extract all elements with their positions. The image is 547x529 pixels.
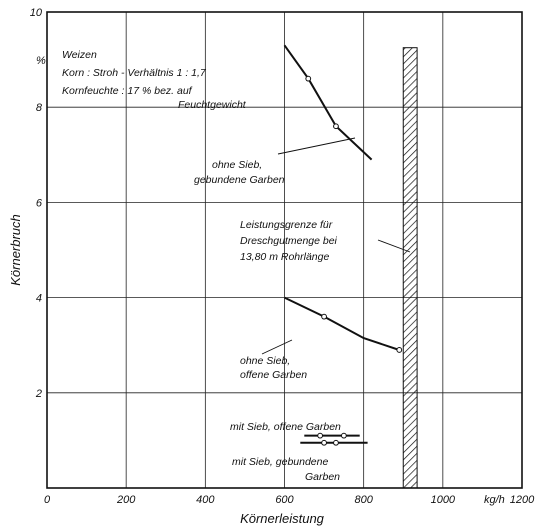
series-label-group: mit Sieb, gebundene Garben: [232, 456, 340, 483]
plot-frame: [46, 11, 523, 489]
y-tick-label: 4: [36, 293, 42, 305]
series-line: [283, 44, 373, 161]
series-label: ohne Sieb,: [240, 355, 290, 367]
data-point: [305, 75, 312, 82]
y-unit: %: [36, 55, 46, 67]
x-tick-label: 0: [44, 494, 51, 506]
data-point: [333, 439, 339, 446]
data-point: [321, 439, 327, 446]
x-tick-label: 800: [354, 494, 373, 506]
data-point: [317, 432, 324, 439]
info-line: Feuchtgewicht: [178, 99, 247, 111]
info-line: Weizen: [62, 49, 97, 61]
y-tick-label: 8: [36, 102, 43, 114]
y-tick-labels: 2 4 6 8 10: [30, 7, 43, 400]
series-label-group: ohne Sieb, gebundene Garben: [194, 137, 356, 186]
series-line: [284, 296, 400, 351]
limit-label: Dreschgutmenge bei: [240, 235, 338, 247]
limit-annotation: Leistungsgrenze für Dreschgutmenge bei 1…: [240, 219, 411, 263]
series-label: mit Sieb, gebundene: [232, 456, 328, 468]
x-tick-label: 1200: [510, 494, 535, 506]
x-tick-label: 200: [116, 494, 136, 506]
limit-label: Leistungsgrenze für: [240, 219, 333, 231]
series-label-group: ohne Sieb, offene Garben: [240, 339, 307, 381]
info-line: Kornfeuchte : 17 % bez. auf: [62, 85, 193, 97]
x-tick-label: 1000: [431, 494, 456, 506]
info-line: Korn : Stroh - Verhältnis 1 : 1,7: [62, 67, 207, 79]
series-label: offene Garben: [240, 369, 307, 381]
y-tick-label: 10: [30, 7, 43, 19]
x-tick-labels: 0 200 400 600 800 1000 1200: [44, 494, 535, 506]
series: [283, 44, 403, 446]
series-label-group: mit Sieb, offene Garben: [230, 421, 341, 433]
data-point: [321, 313, 327, 320]
data-point: [340, 432, 347, 439]
series-label: ohne Sieb,: [212, 159, 262, 171]
x-unit: kg/h: [484, 494, 505, 506]
series-leader: [261, 339, 293, 355]
series-leader: [277, 137, 356, 155]
series-label: mit Sieb, offene Garben: [230, 421, 341, 433]
x-tick-label: 600: [275, 494, 294, 506]
data-point: [333, 123, 339, 130]
x-axis-label: Körnerleistung: [240, 511, 325, 526]
limit-band: [402, 47, 418, 489]
series-label: gebundene Garben: [194, 174, 285, 186]
limit-label: 13,80 m Rohrlänge: [240, 251, 329, 263]
info-block: Weizen Korn : Stroh - Verhältnis 1 : 1,7…: [62, 49, 247, 111]
y-tick-label: 2: [35, 388, 42, 400]
y-tick-label: 6: [36, 197, 43, 209]
y-axis-label: Körnerbruch: [8, 214, 23, 286]
series-label: Garben: [305, 471, 340, 483]
x-tick-label: 400: [196, 494, 215, 506]
grid: [46, 11, 523, 488]
data-point: [396, 347, 403, 353]
limit-leader: [377, 239, 411, 253]
